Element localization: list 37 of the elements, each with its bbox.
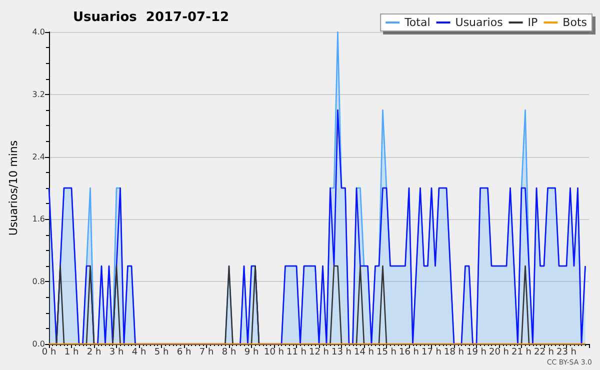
x-tick-label: 13 h <box>331 348 352 358</box>
line-series <box>48 109 586 345</box>
x-tick-label: 21 h <box>511 348 532 358</box>
x-tick-label: 14 h <box>354 348 374 358</box>
x-tick-label: 4 h <box>132 348 146 358</box>
legend-label: Usuarios <box>455 16 504 29</box>
x-tick-label: 3 h <box>109 348 124 358</box>
x-tick-label: 16 h <box>398 348 420 358</box>
x-tick-label: 15 h <box>376 348 397 358</box>
x-tick-label: 6 h <box>176 348 192 358</box>
x-tick-label: 8 h <box>222 348 236 358</box>
x-tick-label: 12 h <box>308 348 330 358</box>
x-tick-label: 11 h <box>286 348 307 358</box>
legend-label: IP <box>528 16 538 29</box>
x-tick-label: 10 h <box>264 348 284 358</box>
x-tick-label: 7 h <box>199 348 214 358</box>
y-tick-label: 0.0 <box>32 340 45 348</box>
legend-label: Bots <box>562 16 588 29</box>
legend-label: Total <box>404 16 430 29</box>
x-tick-label: 9 h <box>244 348 259 358</box>
x-tick-label: 19 h <box>466 348 487 358</box>
x-tick-label: 17 h <box>421 348 442 358</box>
x-tick-label: 20 h <box>488 348 510 358</box>
x-tick-label: 1 h <box>64 348 79 358</box>
x-tick-label: 18 h <box>444 348 464 358</box>
y-tick-label: 0.8 <box>32 277 45 286</box>
chart-title: Usuarios 2017-07-12 <box>73 10 230 25</box>
x-tick-label: 0 h <box>42 348 56 358</box>
x-tick-label: 22 h <box>534 348 554 358</box>
y-tick-label: 4.0 <box>32 28 45 36</box>
y-axis-title: Usuarios/10 mins <box>7 140 20 236</box>
y-tick-label: 3.2 <box>32 90 45 99</box>
y-tick-label: 2.4 <box>32 152 45 162</box>
x-tick-label: 23 h <box>556 348 577 358</box>
x-tick-label: 5 h <box>154 348 169 358</box>
y-tick-label: 1.6 <box>32 214 45 224</box>
x-tick-label: 2 h <box>86 348 102 358</box>
